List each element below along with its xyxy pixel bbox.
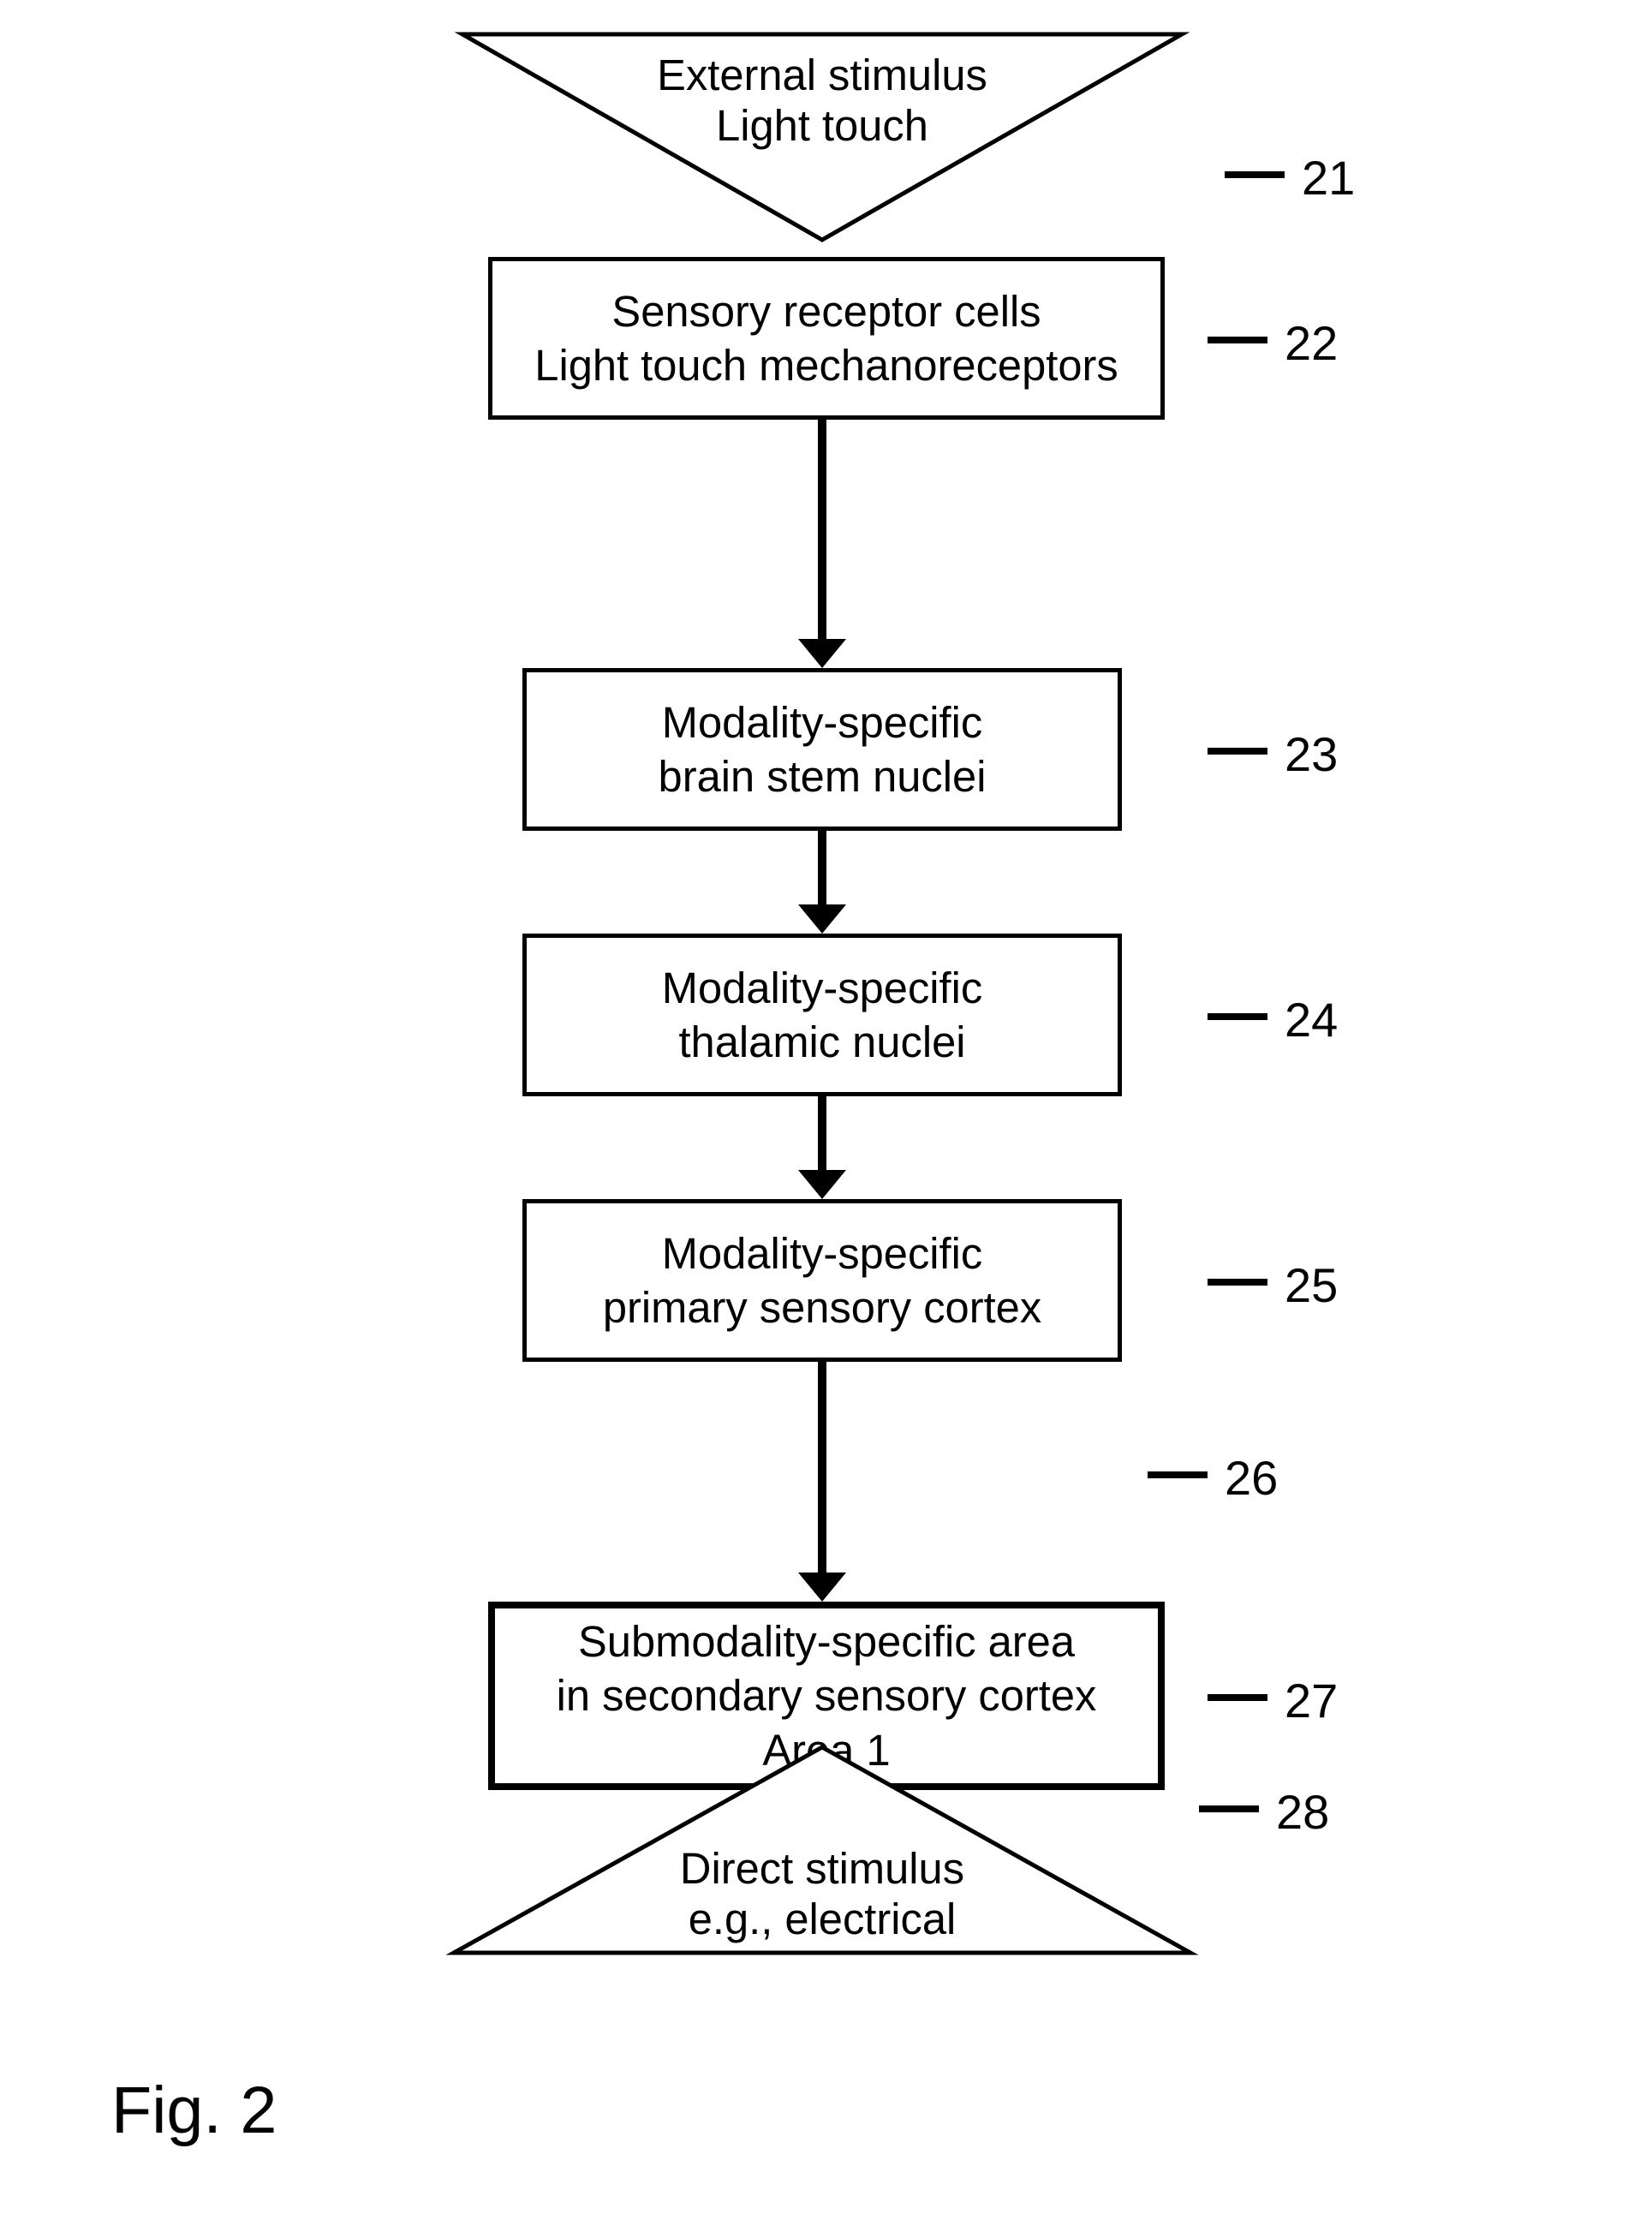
n23-line1: Modality-specific (662, 695, 982, 749)
node-primary-cortex: Modality-specific primary sensory cortex (522, 1199, 1122, 1362)
arrow-22-to-23 (818, 420, 826, 639)
input-triangle-top-text: External stimulus Light touch (462, 50, 1182, 151)
tri-bot-line2: e.g., electrical (689, 1894, 957, 1944)
diagram-canvas: { "layout": { "canvas_w": 1929, "canvas_… (0, 0, 1652, 2226)
n25-line1: Modality-specific (662, 1226, 982, 1280)
arrow-head-24-to-25 (798, 1170, 846, 1202)
ref-label-26: 26 (1225, 1450, 1278, 1506)
arrow-head-22-to-23 (798, 639, 846, 671)
ref-dash-28 (1199, 1805, 1259, 1812)
ref-label-27: 27 (1285, 1673, 1338, 1728)
figure-caption: Fig. 2 (111, 2073, 277, 2149)
input-triangle-bottom-text: Direct stimulus e.g., electrical (454, 1841, 1190, 1944)
n22-line2: Light touch mechanoreceptors (534, 338, 1118, 392)
arrow-head-25-to-27 (798, 1573, 846, 1604)
n23-line2: brain stem nuclei (659, 749, 987, 803)
arrow-23-to-24 (818, 831, 826, 904)
ref-dash-22 (1208, 337, 1267, 343)
ref-dash-23 (1208, 748, 1267, 755)
arrow-25-to-27 (818, 1362, 826, 1573)
ref-dash-21 (1225, 171, 1285, 178)
n24-line2: thalamic nuclei (678, 1015, 965, 1069)
ref-label-25: 25 (1285, 1257, 1338, 1313)
node-thalamic-nuclei: Modality-specific thalamic nuclei (522, 934, 1122, 1096)
tri-bot-line1: Direct stimulus (680, 1843, 964, 1894)
tri-top-line1: External stimulus (657, 50, 987, 100)
n24-line1: Modality-specific (662, 961, 982, 1015)
arrow-head-23-to-24 (798, 904, 846, 936)
ref-dash-24 (1208, 1013, 1267, 1020)
tri-top-line2: Light touch (716, 100, 928, 151)
arrow-24-to-25 (818, 1096, 826, 1170)
ref-label-23: 23 (1285, 726, 1338, 782)
node-receptor-cells: Sensory receptor cells Light touch mecha… (488, 257, 1165, 420)
n25-line2: primary sensory cortex (603, 1280, 1041, 1334)
ref-dash-26 (1148, 1471, 1208, 1478)
ref-dash-27 (1208, 1694, 1267, 1701)
n27-line1: Submodality-specific area (578, 1614, 1075, 1668)
ref-label-24: 24 (1285, 992, 1338, 1047)
ref-label-28: 28 (1276, 1784, 1329, 1840)
ref-label-22: 22 (1285, 315, 1338, 371)
n27-line2: in secondary sensory cortex (557, 1668, 1097, 1722)
node-brain-stem-nuclei: Modality-specific brain stem nuclei (522, 668, 1122, 831)
ref-label-21: 21 (1302, 150, 1355, 206)
n22-line1: Sensory receptor cells (611, 284, 1041, 338)
ref-dash-25 (1208, 1279, 1267, 1286)
